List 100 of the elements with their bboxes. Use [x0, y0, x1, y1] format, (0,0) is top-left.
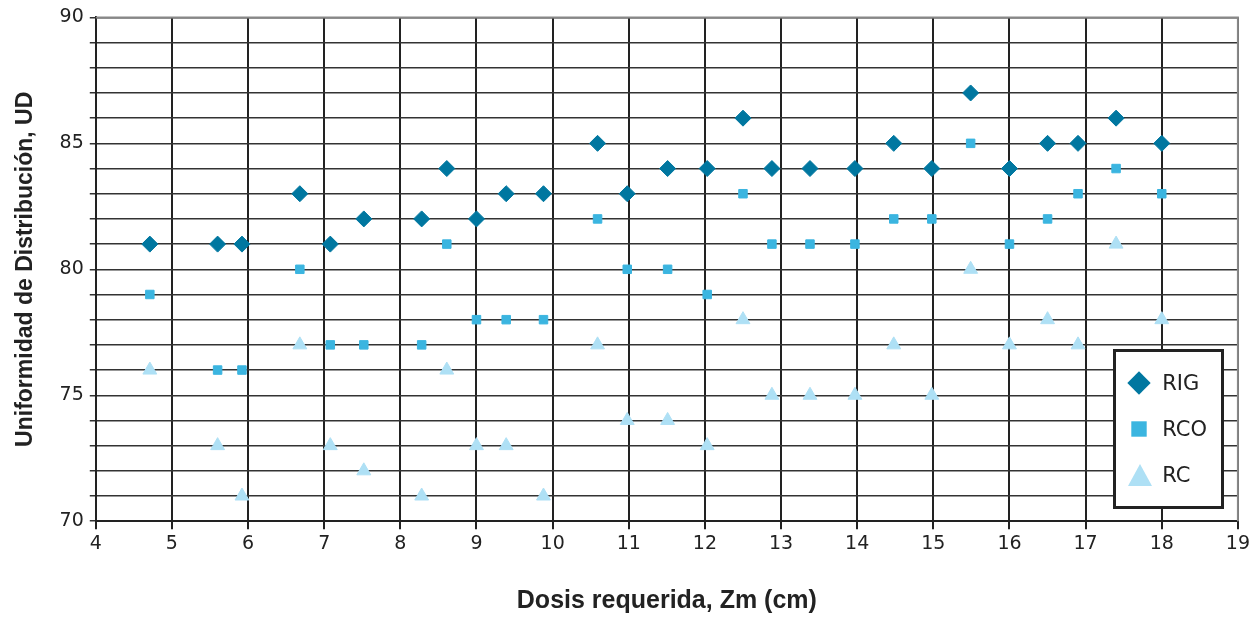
point: [1154, 311, 1170, 325]
point: [589, 134, 607, 152]
point: [321, 235, 339, 253]
point: [142, 361, 158, 375]
y-tick-label: 70: [59, 508, 84, 531]
point: [699, 437, 715, 451]
point: [767, 239, 777, 249]
x-tick-label: 10: [540, 530, 565, 553]
point: [889, 214, 899, 224]
point: [212, 365, 223, 375]
point: [209, 235, 227, 253]
point: [355, 210, 373, 228]
point: [1069, 134, 1087, 152]
x-tick-label: 5: [165, 530, 178, 553]
point: [416, 340, 427, 350]
point: [439, 361, 455, 375]
point: [805, 239, 815, 249]
point: [927, 214, 937, 224]
point: [1070, 336, 1086, 350]
point: [325, 340, 336, 350]
point: [846, 160, 864, 178]
legend-label: RC: [1162, 463, 1191, 488]
y-tick-label: 80: [59, 256, 84, 279]
point: [1153, 134, 1171, 152]
x-tick-label: 17: [1073, 530, 1098, 553]
point: [660, 411, 676, 425]
x-tick-label: 12: [692, 530, 718, 553]
point: [885, 134, 903, 152]
x-tick-label: 9: [470, 530, 483, 553]
point: [1002, 336, 1017, 350]
point: [538, 314, 549, 325]
point: [1004, 239, 1015, 249]
point: [702, 289, 712, 300]
point: [847, 386, 863, 400]
point: [498, 437, 514, 451]
point: [850, 239, 860, 249]
point: [924, 386, 940, 400]
point: [962, 84, 980, 102]
x-axis-title: Dosis requerida, Zm (cm): [516, 584, 817, 613]
point: [534, 185, 552, 203]
x-tick-label: 18: [1149, 530, 1174, 553]
y-tick-label: 85: [59, 130, 84, 153]
point: [1000, 160, 1018, 178]
x-tick-label: 19: [1225, 530, 1251, 553]
point: [1042, 214, 1053, 224]
point: [356, 462, 372, 476]
point: [738, 188, 748, 199]
x-tick-label: 6: [242, 530, 255, 553]
y-tick-label: 90: [59, 4, 84, 27]
x-tick-label: 15: [921, 530, 946, 553]
point: [734, 109, 752, 127]
point: [590, 336, 605, 350]
legend-label: RCO: [1162, 417, 1207, 442]
point: [442, 239, 452, 249]
point: [698, 160, 716, 178]
point: [763, 160, 781, 178]
point: [438, 160, 456, 178]
point: [234, 487, 250, 501]
point: [497, 185, 515, 203]
point: [886, 336, 902, 350]
point: [413, 210, 431, 228]
point: [322, 437, 338, 451]
point: [618, 185, 636, 203]
point: [469, 437, 484, 451]
point: [592, 214, 603, 224]
x-tick-label: 13: [768, 530, 794, 553]
point: [1073, 188, 1083, 199]
point: [802, 386, 818, 400]
point: [963, 260, 979, 274]
point: [414, 487, 430, 501]
point: [764, 386, 780, 400]
point: [965, 138, 976, 149]
point: [662, 264, 673, 275]
point: [237, 365, 247, 375]
point: [1040, 311, 1055, 325]
point: [145, 289, 155, 300]
point: [659, 160, 677, 178]
x-tick-label: 4: [89, 530, 102, 553]
point: [501, 314, 511, 325]
x-tick-label: 7: [318, 530, 331, 553]
point: [292, 336, 308, 350]
y-axis-title: Uniformidad de Distribución, UD: [11, 91, 38, 447]
point: [141, 235, 159, 253]
point: [735, 311, 751, 325]
point: [923, 160, 941, 178]
point: [801, 160, 819, 178]
point: [471, 314, 482, 325]
point: [295, 264, 305, 275]
point: [1111, 163, 1121, 174]
point: [622, 264, 632, 275]
point: [359, 340, 369, 350]
point: [210, 437, 226, 451]
point: [233, 235, 251, 253]
x-tick-label: 8: [394, 530, 407, 553]
point: [1039, 134, 1057, 152]
point: [291, 185, 309, 203]
x-tick-label: 16: [997, 530, 1022, 553]
legend-label: RIG: [1162, 371, 1200, 396]
point: [1107, 109, 1125, 127]
point: [619, 411, 635, 425]
